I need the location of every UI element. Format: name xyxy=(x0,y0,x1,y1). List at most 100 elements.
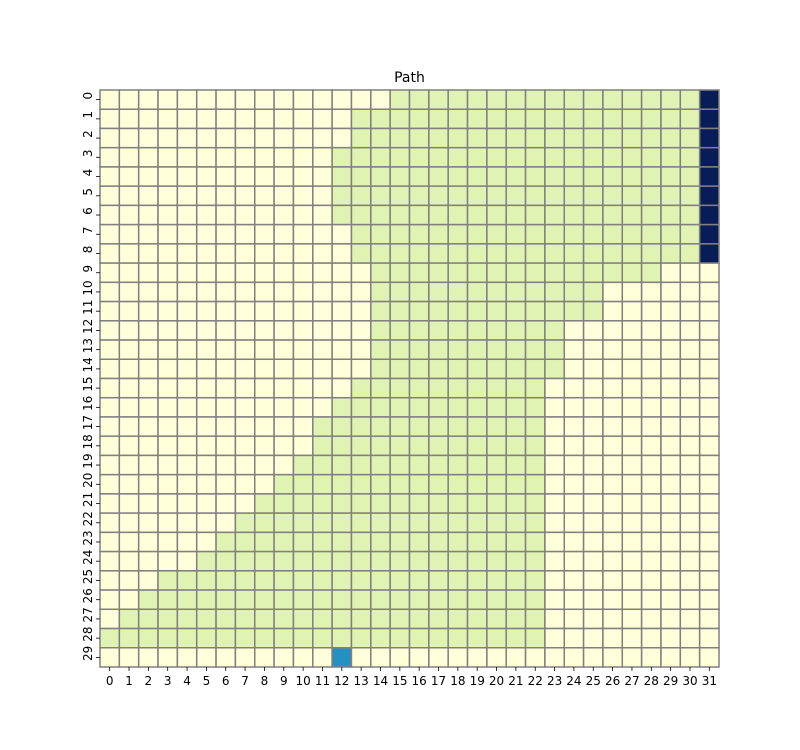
heatmap-cell-r24-c18 xyxy=(447,550,469,572)
heatmap-cell-r27-c17 xyxy=(428,608,449,630)
heatmap-cell-r14-c6 xyxy=(215,358,237,380)
heatmap-cell-r16-c19 xyxy=(466,396,488,418)
heatmap-cell-r17-c29 xyxy=(660,416,682,437)
heatmap-cell-r16-c22 xyxy=(524,396,546,418)
heatmap-cell-r21-c13 xyxy=(350,493,372,514)
heatmap-cell-r19-c15 xyxy=(389,454,411,476)
heatmap-cell-r1-c1 xyxy=(118,108,140,130)
heatmap-cell-r10-c6 xyxy=(215,281,237,303)
heatmap-cell-r27-c5 xyxy=(195,608,217,630)
heatmap-cell-r22-c11 xyxy=(312,512,333,534)
heatmap-cell-r4-c16 xyxy=(408,166,430,187)
heatmap-cell-r8-c10 xyxy=(292,243,314,264)
heatmap-cell-r23-c24 xyxy=(563,531,585,553)
heatmap-cell-r4-c26 xyxy=(602,166,624,187)
heatmap-cell-r26-c25 xyxy=(582,589,604,611)
heatmap-cell-r11-c24 xyxy=(563,300,585,322)
heatmap-cell-r7-c14 xyxy=(370,223,391,245)
heatmap-cell-r13-c26 xyxy=(602,339,624,361)
heatmap-cell-r9-c16 xyxy=(408,262,430,284)
heatmap-cell-r9-c9 xyxy=(273,262,295,284)
heatmap-cell-r19-c0 xyxy=(99,454,121,476)
heatmap-cell-r13-c22 xyxy=(524,339,546,361)
heatmap-cell-r12-c24 xyxy=(563,320,585,341)
heatmap-cell-r12-c23 xyxy=(544,320,565,341)
y-tick-label: 2 xyxy=(81,130,95,138)
heatmap-cell-r10-c14 xyxy=(370,281,391,303)
heatmap-cell-r23-c1 xyxy=(118,531,140,553)
heatmap-cell-r11-c9 xyxy=(273,300,295,322)
heatmap-cell-r23-c11 xyxy=(312,531,333,553)
heatmap-cell-r2-c31 xyxy=(698,127,720,149)
heatmap-cell-r24-c4 xyxy=(176,550,198,572)
heatmap-cell-r2-c12 xyxy=(331,127,353,149)
heatmap-cell-r1-c11 xyxy=(312,108,333,130)
heatmap-cell-r15-c5 xyxy=(195,377,217,399)
heatmap-cell-r28-c7 xyxy=(234,627,256,649)
heatmap-cell-r0-c17 xyxy=(428,89,449,110)
heatmap-cell-r21-c11 xyxy=(312,493,333,514)
heatmap-cell-r27-c19 xyxy=(466,608,488,630)
heatmap-cell-r9-c26 xyxy=(602,262,624,284)
heatmap-cell-r0-c31 xyxy=(698,89,720,110)
heatmap-cell-r21-c21 xyxy=(505,493,527,514)
heatmap-cell-r3-c14 xyxy=(370,146,391,168)
heatmap-cell-r20-c3 xyxy=(157,473,179,495)
heatmap-cell-r29-c8 xyxy=(254,647,275,668)
heatmap-cell-r8-c13 xyxy=(350,243,372,264)
heatmap-cell-r6-c3 xyxy=(157,204,179,226)
heatmap-cell-r25-c20 xyxy=(486,570,507,591)
heatmap-cell-r13-c29 xyxy=(660,339,682,361)
heatmap-cell-r21-c10 xyxy=(292,493,314,514)
heatmap-cell-r22-c23 xyxy=(544,512,565,534)
heatmap-cell-r4-c8 xyxy=(254,166,275,187)
heatmap-cell-r12-c27 xyxy=(621,320,643,341)
heatmap-cell-r10-c28 xyxy=(640,281,662,303)
heatmap-cell-r2-c2 xyxy=(137,127,159,149)
heatmap-cell-r27-c4 xyxy=(176,608,198,630)
heatmap-cell-r10-c2 xyxy=(137,281,159,303)
heatmap-cell-r16-c18 xyxy=(447,396,469,418)
heatmap-cell-r16-c27 xyxy=(621,396,643,418)
heatmap-cell-r19-c26 xyxy=(602,454,624,476)
heatmap-cell-r1-c9 xyxy=(273,108,295,130)
heatmap-cell-r19-c24 xyxy=(563,454,585,476)
heatmap-cell-r0-c18 xyxy=(447,89,469,110)
heatmap-cell-r12-c20 xyxy=(486,320,507,341)
heatmap-cell-r14-c0 xyxy=(99,358,121,380)
heatmap-cell-r27-c6 xyxy=(215,608,237,630)
heatmap-cell-r0-c30 xyxy=(679,89,701,110)
heatmap-cell-r9-c14 xyxy=(370,262,391,284)
heatmap-cell-r27-c14 xyxy=(370,608,391,630)
heatmap-cell-r8-c6 xyxy=(215,243,237,264)
heatmap-cell-r15-c18 xyxy=(447,377,469,399)
heatmap-cell-r20-c26 xyxy=(602,473,624,495)
heatmap-cell-r7-c27 xyxy=(621,223,643,245)
heatmap-cell-r9-c29 xyxy=(660,262,682,284)
heatmap-cell-r6-c20 xyxy=(486,204,507,226)
x-tick-label: 20 xyxy=(489,674,504,688)
heatmap-cell-r14-c8 xyxy=(254,358,275,380)
heatmap-cell-r21-c12 xyxy=(331,493,353,514)
heatmap-cell-r17-c31 xyxy=(698,416,720,437)
heatmap-cell-r4-c12 xyxy=(331,166,353,187)
heatmap-cell-r13-c21 xyxy=(505,339,527,361)
heatmap-cell-r21-c22 xyxy=(524,493,546,514)
heatmap-cell-r22-c17 xyxy=(428,512,449,534)
heatmap-cell-r8-c14 xyxy=(370,243,391,264)
heatmap-cell-r10-c5 xyxy=(195,281,217,303)
heatmap-cell-r6-c9 xyxy=(273,204,295,226)
heatmap-cell-r29-c13 xyxy=(350,647,372,668)
heatmap-cell-r6-c11 xyxy=(312,204,333,226)
heatmap-cell-r5-c14 xyxy=(370,185,391,207)
heatmap-cell-r25-c8 xyxy=(254,570,275,591)
heatmap-cell-r6-c16 xyxy=(408,204,430,226)
heatmap-cell-r2-c5 xyxy=(195,127,217,149)
heatmap-cell-r16-c0 xyxy=(99,396,121,418)
heatmap-cell-r15-c12 xyxy=(331,377,353,399)
heatmap-cell-r6-c1 xyxy=(118,204,140,226)
heatmap-cell-r5-c18 xyxy=(447,185,469,207)
heatmap-cell-r0-c22 xyxy=(524,89,546,110)
heatmap-cell-r21-c3 xyxy=(157,493,179,514)
heatmap-cell-r0-c11 xyxy=(312,89,333,110)
